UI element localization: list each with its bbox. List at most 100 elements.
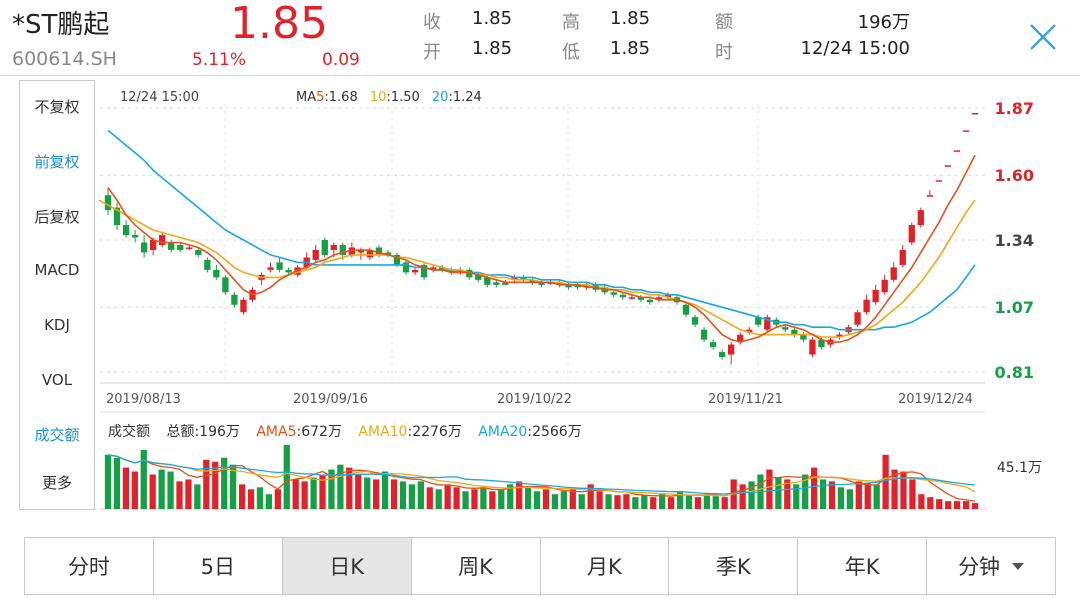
sidebar-item-turnover[interactable]: 成交额 xyxy=(34,426,80,444)
candle xyxy=(565,282,572,290)
tab-monthly-k[interactable]: 月K xyxy=(541,538,670,594)
volume-bar xyxy=(328,469,335,509)
x-axis-label: 2019/11/21 xyxy=(708,392,783,407)
candle xyxy=(664,292,672,300)
quote-open-label: 开 xyxy=(423,42,441,63)
volume-bar xyxy=(918,494,925,509)
volume-bar xyxy=(587,484,594,509)
candle-body xyxy=(791,329,798,335)
volume-bars xyxy=(104,444,979,509)
x-axis-label: 2019/10/22 xyxy=(497,392,572,407)
sidebar-item-backward-adjust[interactable]: 后复权 xyxy=(34,208,80,226)
candle-body xyxy=(691,317,699,325)
volume-bar xyxy=(122,467,130,509)
candle xyxy=(113,202,121,231)
volume-bar xyxy=(417,481,424,509)
volume-bar xyxy=(507,484,514,509)
candle-body xyxy=(312,249,319,260)
sidebar-item-more[interactable]: 更多 xyxy=(41,474,72,492)
candle xyxy=(529,277,536,285)
sidebar-item-forward-adjust[interactable]: 前复权 xyxy=(34,153,80,171)
candle-body xyxy=(149,240,157,250)
volume-bar xyxy=(113,457,121,509)
candle xyxy=(285,267,292,275)
tab-weekly-k-label: 周K xyxy=(458,555,493,579)
tab-daily-k-label: 日K xyxy=(329,555,365,579)
candle-body xyxy=(122,225,130,236)
volume-bar xyxy=(310,477,317,509)
candle-body xyxy=(709,342,717,348)
candle xyxy=(881,274,888,295)
volume-bar xyxy=(703,494,710,509)
candle-body xyxy=(168,242,175,250)
candle-body xyxy=(836,334,843,338)
candle xyxy=(213,264,220,280)
volume-bar xyxy=(498,489,505,509)
candle xyxy=(429,264,437,273)
ma5-line xyxy=(107,154,976,343)
candle-body xyxy=(746,329,753,333)
tab-quarterly-k[interactable]: 季K xyxy=(669,538,799,594)
candle-body xyxy=(131,235,139,238)
candle-body xyxy=(737,334,744,343)
candle-body xyxy=(466,269,473,278)
volume-bar xyxy=(614,495,621,509)
candle xyxy=(195,247,202,258)
candle xyxy=(691,314,699,328)
indicator-sidebar: 不复权 前复权 后复权 MACD KDJ VOL 成交额 更多 xyxy=(19,80,95,510)
candle-body xyxy=(664,294,672,298)
volume-bar xyxy=(739,484,746,509)
ma20-value: 1.24 xyxy=(453,90,482,105)
quote-low-value: 1.85 xyxy=(610,38,651,59)
candle-body xyxy=(565,284,572,288)
quote-low-label: 低 xyxy=(562,42,580,63)
tab-5day[interactable]: 5日 xyxy=(154,538,283,594)
volume-bar xyxy=(131,471,138,509)
y-axis-label: 1.07 xyxy=(995,298,1034,317)
volume-bar xyxy=(167,471,174,509)
volume-bar xyxy=(337,464,344,509)
period-tabs: 分时 5日 日K 周K 月K 季K 年K 分钟 xyxy=(24,537,1056,595)
volume-bar xyxy=(533,491,541,509)
candle-body xyxy=(429,267,437,270)
volume-bar xyxy=(900,471,907,509)
sidebar-item-vol[interactable]: VOL xyxy=(41,371,73,389)
sidebar-item-kdj[interactable]: KDJ xyxy=(44,316,70,334)
ma-lines xyxy=(98,129,976,343)
ama20-value: 2566万 xyxy=(532,424,582,440)
candle xyxy=(917,207,924,228)
tab-intraday-label: 分时 xyxy=(67,555,110,579)
volume-bar xyxy=(650,497,657,509)
candle xyxy=(258,272,265,285)
tab-intraday[interactable]: 分时 xyxy=(25,538,154,594)
kline-chart[interactable]: 12/24 15:00 MA5:1.68 10:1.50 20:1.24 1.8… xyxy=(96,80,1080,515)
candle-body xyxy=(908,225,915,243)
volume-bar xyxy=(381,471,389,509)
candle-body xyxy=(809,339,816,355)
sidebar-item-no-adjust[interactable]: 不复权 xyxy=(34,98,80,116)
tab-daily-k[interactable]: 日K xyxy=(282,538,412,594)
volume-bar xyxy=(524,487,532,509)
quote-close-value: 1.85 xyxy=(472,8,513,29)
sidebar-item-macd[interactable]: MACD xyxy=(34,261,80,279)
candle xyxy=(240,297,247,315)
candle xyxy=(538,279,545,288)
tab-yearly-k[interactable]: 年K xyxy=(798,538,928,594)
candle-body xyxy=(529,279,536,283)
volume-legend: 成交额 总额:196万 AMA5:672万 AMA10:2276万 AMA20:… xyxy=(108,423,582,440)
ma5-period: 5 xyxy=(316,90,324,105)
volume-bar xyxy=(480,487,487,509)
volume-bar xyxy=(927,497,934,509)
close-button[interactable] xyxy=(1024,18,1062,56)
tab-minute[interactable]: 分钟 xyxy=(927,538,1055,594)
volume-bar xyxy=(909,479,916,509)
candle xyxy=(294,264,301,278)
tab-monthly-k-label: 月K xyxy=(587,555,622,579)
candle xyxy=(709,339,717,350)
volume-bar xyxy=(784,479,791,509)
candle-body xyxy=(619,294,626,298)
change-amount: 0.09 xyxy=(322,50,360,70)
candle-body xyxy=(204,259,211,270)
tab-weekly-k[interactable]: 周K xyxy=(412,538,541,594)
volume-bar xyxy=(247,489,255,509)
